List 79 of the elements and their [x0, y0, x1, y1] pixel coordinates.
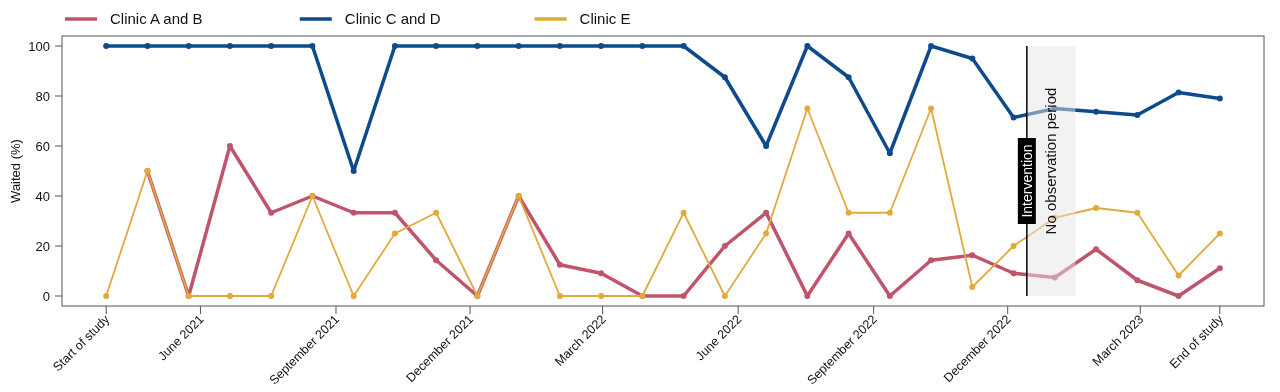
point — [928, 105, 935, 112]
point — [391, 230, 398, 237]
y-tick-label: 60 — [35, 138, 50, 154]
point — [845, 209, 852, 216]
point — [1010, 270, 1017, 277]
point — [680, 209, 687, 216]
point — [721, 74, 728, 81]
point — [763, 209, 770, 216]
point — [598, 270, 605, 277]
y-tick-label: 0 — [42, 288, 50, 304]
point — [391, 43, 398, 49]
point — [763, 143, 770, 149]
point — [350, 209, 357, 216]
point — [1051, 274, 1058, 281]
point — [268, 43, 275, 49]
point — [598, 43, 605, 49]
point — [1216, 265, 1223, 272]
point — [969, 284, 976, 290]
point — [556, 43, 563, 49]
point — [680, 293, 687, 299]
point — [350, 168, 357, 174]
point — [845, 74, 852, 81]
point — [886, 209, 893, 216]
point — [433, 209, 440, 216]
point — [598, 293, 605, 299]
point — [1010, 114, 1017, 121]
point — [1093, 246, 1100, 253]
point — [886, 150, 893, 157]
point — [1175, 89, 1182, 96]
point — [680, 43, 687, 49]
ref-line-label: Intervention — [1018, 144, 1035, 218]
point — [268, 293, 275, 299]
y-tick-label: 40 — [35, 188, 50, 204]
point — [969, 252, 976, 259]
point — [1010, 243, 1017, 249]
point — [226, 43, 233, 49]
y-axis-title: Waited (%) — [8, 139, 23, 203]
point — [103, 293, 110, 299]
legend-label: Clinic E — [579, 10, 631, 28]
legend-label: Clinic C and D — [344, 10, 441, 28]
point — [1093, 108, 1100, 115]
band-label: No observation period — [1042, 87, 1060, 235]
point — [1134, 277, 1141, 284]
legend-label: Clinic A and B — [110, 10, 203, 28]
y-tick-label: 80 — [35, 88, 50, 104]
point — [969, 55, 976, 62]
point — [721, 243, 728, 249]
point — [556, 293, 563, 299]
point — [309, 43, 316, 49]
point — [268, 209, 275, 216]
point — [1134, 112, 1141, 118]
y-tick-label: 20 — [35, 238, 50, 254]
point — [1175, 293, 1182, 299]
point — [721, 293, 728, 299]
point — [804, 293, 811, 299]
point — [350, 293, 357, 299]
y-tick-label: 100 — [28, 38, 50, 54]
point — [639, 43, 646, 49]
point — [763, 230, 770, 237]
point — [185, 43, 192, 49]
point — [1216, 230, 1223, 237]
point — [1175, 272, 1182, 279]
point — [515, 43, 522, 49]
point — [226, 293, 233, 299]
point — [433, 257, 440, 264]
point — [928, 43, 935, 49]
point — [226, 143, 233, 149]
point — [144, 43, 151, 49]
point — [474, 43, 481, 49]
point — [1134, 209, 1141, 216]
point — [804, 105, 811, 112]
point — [804, 43, 811, 49]
point — [433, 43, 440, 49]
point — [391, 209, 398, 216]
point — [928, 257, 935, 264]
point — [556, 261, 563, 268]
point — [1093, 205, 1100, 211]
point — [1216, 95, 1223, 102]
point — [103, 43, 110, 49]
